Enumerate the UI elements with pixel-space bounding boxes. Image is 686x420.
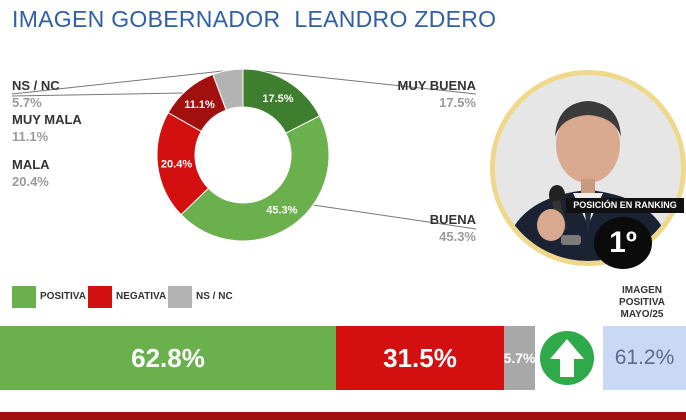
legend-label-ns-nc: NS / NC (196, 291, 233, 302)
legend-label-negativa: NEGATIVA (116, 291, 167, 302)
previous-label-line3: MAYO/25 (620, 309, 664, 320)
donut-slice-label: 11.1% (184, 99, 215, 111)
value-muy-mala: 11.1% (12, 129, 49, 144)
previous-label-line2: POSITIVA (619, 297, 665, 308)
label-muy-mala: MUY MALA (12, 112, 82, 127)
title-right: LEANDRO ZDERO (294, 6, 497, 32)
up-arrow-icon (540, 331, 594, 385)
leader-line (242, 68, 477, 95)
title-left: IMAGEN GOBERNADOR (12, 6, 281, 32)
ranking-badge: 1º (594, 217, 652, 269)
ranking-label: POSICIÓN EN RANKING (566, 198, 684, 213)
legend-swatch-positiva (12, 286, 36, 308)
bar-segment-negativa: 31.5% (336, 326, 504, 390)
value-mala: 20.4% (12, 174, 49, 189)
donut-slice-label: 20.4% (161, 158, 192, 170)
label-muy-buena: MUY BUENA (397, 78, 477, 93)
donut-slice-label: 45.3% (266, 205, 297, 217)
label-buena: BUENA (429, 212, 476, 227)
legend-swatch-ns-nc (168, 286, 192, 308)
value-muy-buena: 17.5% (439, 95, 476, 110)
value-ns-nc: 5.7% (12, 95, 42, 110)
leader-line (11, 92, 184, 97)
previous-label-line1: IMAGEN (622, 285, 662, 296)
legend-item-ns-nc: NS / NC (168, 286, 258, 308)
previous-value: 61.2% (603, 326, 686, 390)
donut-hole (195, 107, 291, 203)
legend-item-positiva: POSITIVA (12, 286, 102, 308)
label-ns-nc: NS / NC (12, 78, 60, 93)
legend-label-positiva: POSITIVA (40, 291, 86, 302)
page-title: IMAGEN GOBERNADOR LEANDRO ZDERO (12, 6, 496, 33)
donut-slice-label: 17.5% (262, 93, 293, 105)
leader-line (11, 70, 224, 95)
legend-item-negativa: NEGATIVA (88, 286, 178, 308)
bottom-band (0, 412, 686, 420)
legend-swatch-negativa (88, 286, 112, 308)
label-mala: MALA (12, 157, 50, 172)
value-buena: 45.3% (439, 229, 476, 244)
governor-photo (495, 75, 681, 261)
bar-segment-positiva: 62.8% (0, 326, 336, 390)
previous-label: IMAGEN POSITIVA MAYO/25 (600, 285, 684, 321)
leader-line (312, 204, 477, 230)
bar-segment-ns-nc: 5.7% (504, 326, 535, 390)
donut-chart: 17.5% 45.3% 20.4% 11.1% (11, 68, 477, 242)
